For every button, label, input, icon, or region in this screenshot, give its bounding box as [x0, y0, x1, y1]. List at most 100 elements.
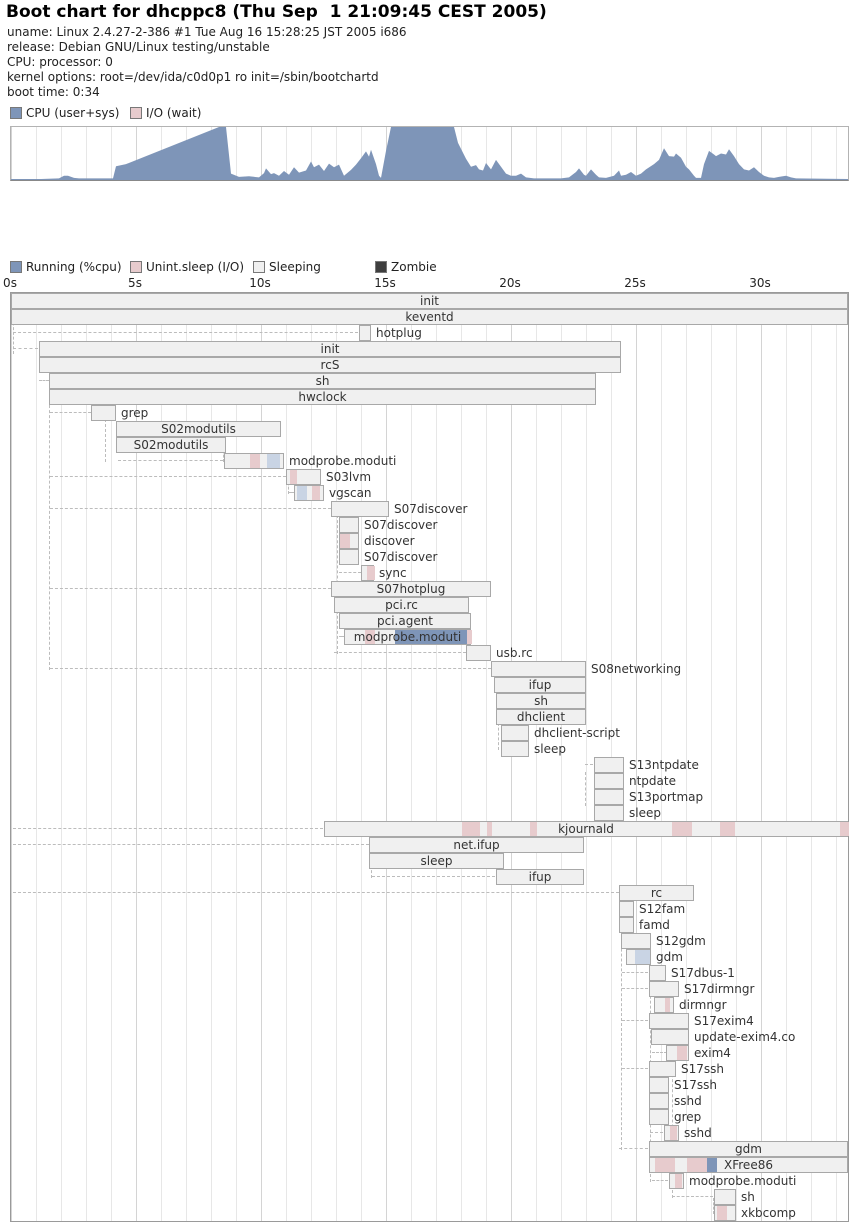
process-label: init [420, 294, 439, 308]
dependency-connector [339, 636, 344, 637]
process-bar: init [39, 341, 621, 357]
process-bar [359, 325, 371, 341]
process-bar [649, 965, 666, 981]
process-bar: ifup [494, 677, 586, 693]
process-label: S07hotplug [376, 582, 446, 596]
process-bar [714, 1205, 736, 1221]
process-label: xkbcomp [741, 1206, 796, 1220]
process-bar: init [11, 293, 848, 309]
io-segment [467, 630, 472, 644]
process-bar: sleep [369, 853, 504, 869]
cpu-line: CPU: processor: 0 [7, 55, 113, 69]
axis-tick-label: 0s [3, 276, 17, 290]
process-gantt: init keventd hotplug init rcS sh hwclock grep S0… [10, 292, 849, 1222]
io-segment [675, 1174, 682, 1188]
process-bar: XFree86 [649, 1157, 848, 1173]
process-bar [466, 645, 491, 661]
process-bar: sh [49, 373, 596, 389]
process-label: modprobe.moduti [289, 454, 397, 468]
process-bar [339, 549, 359, 565]
axis-tick-label: 15s [374, 276, 396, 290]
dependency-connector [288, 492, 294, 493]
dependency-connector [50, 476, 286, 477]
process-label: ntpdate [629, 774, 676, 788]
dependency-connector [622, 1068, 648, 1069]
zombie-swatch-icon [375, 261, 387, 273]
process-label: rcS [320, 358, 340, 372]
legend-label: Zombie [391, 260, 437, 274]
axis-tick-label: 30s [749, 276, 771, 290]
process-bar [649, 1077, 669, 1093]
process-label: exim4 [694, 1046, 731, 1060]
page-title: Boot chart for dhcppc8 (Thu Sep 1 21:09:… [6, 2, 547, 22]
run-segment [707, 1158, 717, 1172]
process-bar [651, 1029, 689, 1045]
dependency-connector [105, 414, 106, 462]
process-bar [91, 405, 116, 421]
process-label: grep [121, 406, 149, 420]
process-bar [654, 997, 674, 1013]
process-bar [619, 917, 634, 933]
process-bar [224, 453, 284, 469]
process-label: S02modutils [161, 422, 236, 436]
unint-sleep-swatch-icon [130, 261, 142, 273]
running-swatch-icon [10, 261, 22, 273]
dependency-connector [13, 828, 323, 829]
legend-label: Unint.sleep (I/O) [146, 260, 245, 274]
process-label: S12fam [639, 902, 686, 916]
process-label: ifup [528, 870, 552, 884]
axis-tick-label: 25s [624, 276, 646, 290]
io-swatch-icon [130, 107, 142, 119]
axis-tick-label: 20s [499, 276, 521, 290]
dependency-connector [118, 460, 223, 461]
io-segment [677, 1046, 687, 1060]
process-bar [594, 789, 624, 805]
process-label: init [320, 342, 340, 356]
process-bar: pci.rc [334, 597, 469, 613]
legend-label: Sleeping [269, 260, 321, 274]
process-bar [649, 981, 679, 997]
process-bar: keventd [11, 309, 848, 325]
process-bar [649, 1061, 676, 1077]
process-label: pci.agent [376, 614, 434, 628]
dependency-connector [372, 876, 495, 877]
runl-segment [267, 454, 280, 468]
io-segment [720, 822, 735, 836]
process-label: S13portmap [629, 790, 704, 804]
process-bar: rc [619, 885, 694, 901]
process-bar: net.ifup [369, 837, 584, 853]
process-bar [339, 533, 359, 549]
process-bar [594, 773, 624, 789]
run-segment [395, 630, 467, 644]
io-segment [290, 470, 297, 484]
process-label: ifup [528, 678, 552, 692]
dependency-connector [50, 668, 491, 669]
dependency-connector [585, 764, 593, 765]
process-label: S02modutils [133, 438, 209, 452]
process-bar [501, 725, 529, 741]
io-segment [487, 822, 492, 836]
legend-label: Running (%cpu) [26, 260, 122, 274]
dependency-connector [13, 332, 358, 333]
dependency-connector [50, 412, 91, 413]
process-bar: gdm [649, 1141, 848, 1157]
process-label: dhclient-script [534, 726, 620, 740]
dependency-connector [288, 478, 289, 494]
process-bar [664, 1125, 679, 1141]
process-bar [619, 901, 634, 917]
process-label: S07discover [394, 502, 468, 516]
legend-label: I/O (wait) [146, 106, 202, 120]
process-label: S12gdm [656, 934, 706, 948]
process-bar [331, 501, 389, 517]
process-label: S17dbus-1 [671, 966, 735, 980]
dependency-connector [223, 446, 224, 462]
dependency-connector [50, 588, 331, 589]
process-label: keventd [405, 310, 454, 324]
io-segment [367, 566, 375, 580]
process-label: sleep [629, 806, 661, 820]
io-segment [365, 630, 375, 644]
process-label: S08networking [591, 662, 682, 676]
dependency-connector [585, 772, 586, 806]
process-label: S17ssh [674, 1078, 717, 1092]
process-bar [626, 949, 651, 965]
